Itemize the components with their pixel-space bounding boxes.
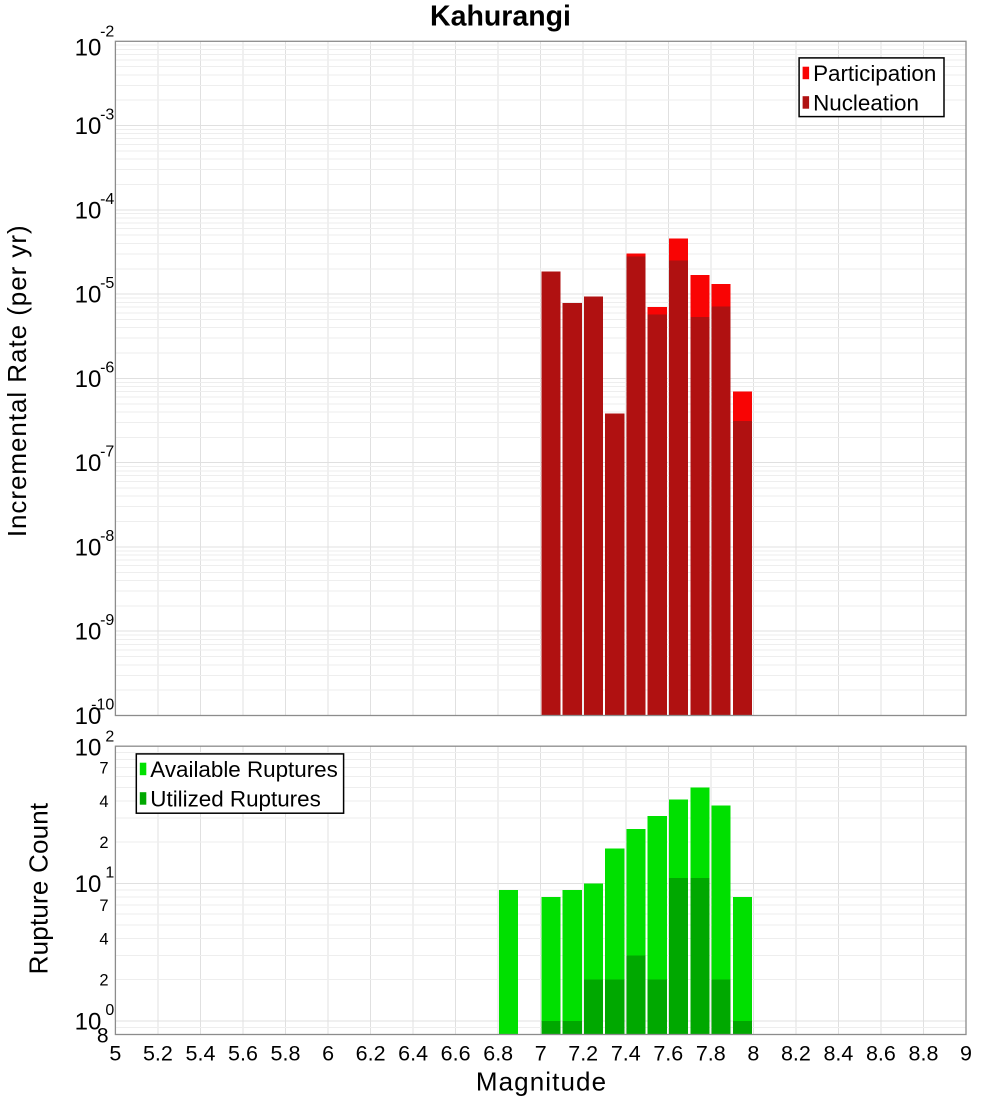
svg-text:Available Ruptures: Available Ruptures <box>150 757 338 782</box>
svg-text:8: 8 <box>747 1042 759 1066</box>
svg-text:10: 10 <box>75 534 102 561</box>
svg-text:7.6: 7.6 <box>653 1042 683 1066</box>
svg-text:Participation: Participation <box>813 61 936 86</box>
svg-text:6.4: 6.4 <box>398 1042 428 1066</box>
svg-text:6: 6 <box>322 1042 334 1066</box>
svg-text:-2: -2 <box>100 23 114 40</box>
svg-text:8.8: 8.8 <box>909 1042 939 1066</box>
svg-text:6.6: 6.6 <box>441 1042 471 1066</box>
svg-text:5: 5 <box>109 1042 121 1066</box>
svg-text:5.8: 5.8 <box>271 1042 301 1066</box>
svg-text:10: 10 <box>75 735 102 762</box>
svg-text:8.6: 8.6 <box>866 1042 896 1066</box>
svg-text:Kahurangi: Kahurangi <box>430 0 571 32</box>
svg-text:-3: -3 <box>100 107 114 124</box>
svg-text:-6: -6 <box>100 359 114 376</box>
svg-text:7.4: 7.4 <box>611 1042 641 1066</box>
svg-text:4: 4 <box>99 930 108 948</box>
svg-text:-8: -8 <box>100 528 114 545</box>
svg-text:7: 7 <box>99 897 108 915</box>
svg-text:0: 0 <box>105 1002 114 1019</box>
svg-text:Incremental Rate (per yr): Incremental Rate (per yr) <box>2 224 32 537</box>
svg-text:1: 1 <box>105 865 114 882</box>
svg-text:5.6: 5.6 <box>228 1042 258 1066</box>
svg-text:10: 10 <box>75 871 102 898</box>
svg-text:Utilized Ruptures: Utilized Ruptures <box>150 786 320 811</box>
svg-text:6.8: 6.8 <box>483 1042 513 1066</box>
svg-text:5.2: 5.2 <box>143 1042 173 1066</box>
svg-text:4: 4 <box>99 793 108 811</box>
svg-text:2: 2 <box>105 728 114 745</box>
svg-text:8.4: 8.4 <box>823 1042 853 1066</box>
svg-text:-7: -7 <box>100 444 114 461</box>
svg-text:-4: -4 <box>100 191 114 208</box>
svg-text:-9: -9 <box>100 612 114 629</box>
svg-text:10: 10 <box>75 450 102 477</box>
svg-text:10: 10 <box>75 282 102 309</box>
svg-text:7: 7 <box>99 760 108 778</box>
svg-text:Magnitude: Magnitude <box>476 1067 607 1097</box>
svg-text:-10: -10 <box>91 697 114 714</box>
svg-text:10: 10 <box>75 113 102 140</box>
svg-text:10: 10 <box>75 703 102 730</box>
svg-text:9: 9 <box>960 1042 972 1066</box>
svg-text:7: 7 <box>535 1042 547 1066</box>
svg-text:8: 8 <box>97 1024 109 1047</box>
svg-text:2: 2 <box>99 972 108 990</box>
svg-text:8.2: 8.2 <box>781 1042 811 1066</box>
svg-text:5.4: 5.4 <box>186 1042 216 1066</box>
svg-text:Nucleation: Nucleation <box>813 90 919 115</box>
svg-text:10: 10 <box>75 197 102 224</box>
svg-text:-5: -5 <box>100 275 114 292</box>
svg-text:7.8: 7.8 <box>696 1042 726 1066</box>
svg-text:7.2: 7.2 <box>568 1042 598 1066</box>
svg-text:10: 10 <box>75 366 102 393</box>
svg-text:2: 2 <box>99 834 108 852</box>
svg-text:6.2: 6.2 <box>356 1042 386 1066</box>
svg-text:10: 10 <box>75 619 102 646</box>
svg-text:Rupture Count: Rupture Count <box>24 802 54 974</box>
svg-text:10: 10 <box>75 34 102 61</box>
svg-text:10: 10 <box>75 1008 102 1035</box>
